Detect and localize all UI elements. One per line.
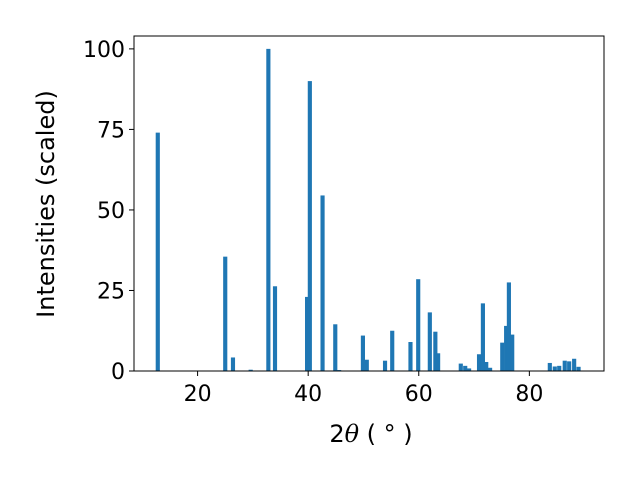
bar-2 (230, 357, 236, 371)
bar-4 (266, 48, 271, 371)
x-tick-label-80: 80 (515, 382, 543, 407)
y-tick-label-25: 25 (97, 279, 125, 304)
x-axis-label-prefix: 2 (329, 420, 344, 448)
bar-33 (557, 365, 562, 371)
bar-12 (364, 359, 369, 371)
bar-28 (504, 325, 509, 371)
bar-15 (408, 342, 413, 371)
bar-26 (488, 367, 493, 371)
bar-0 (155, 132, 160, 371)
bar-23 (476, 354, 482, 371)
y-tick-label-0: 0 (111, 360, 125, 385)
bar-7 (307, 81, 312, 371)
bar-34 (562, 360, 567, 371)
bar-1 (223, 256, 228, 371)
bar-24 (480, 303, 485, 371)
bar-5 (272, 286, 278, 371)
bar-20 (458, 363, 463, 371)
bar-9 (333, 324, 338, 371)
bar-6 (305, 296, 310, 371)
bar-30 (510, 334, 515, 371)
y-tick-label-75: 75 (97, 118, 125, 143)
bar-3 (248, 369, 253, 371)
bar-8 (320, 195, 325, 371)
bar-21 (463, 365, 468, 371)
bar-series (155, 48, 581, 372)
bar-36 (572, 358, 577, 371)
bar-16 (416, 279, 421, 371)
y-axis-label: Intensities (scaled) (32, 90, 60, 318)
x-axis-ticks: 20 40 60 80 (184, 371, 543, 407)
bar-13 (382, 360, 388, 371)
y-axis-ticks: 0 25 50 75 100 (83, 38, 134, 385)
y-tick-label-50: 50 (97, 199, 125, 224)
bar-11 (360, 335, 365, 371)
bar-22 (467, 368, 472, 371)
bar-31 (547, 362, 552, 371)
plot-frame (133, 35, 605, 372)
x-tick-label-20: 20 (184, 382, 212, 407)
bar-17 (427, 312, 432, 372)
bar-18 (433, 331, 438, 371)
bar-37 (576, 366, 581, 371)
x-axis-label-symbol: θ (345, 420, 360, 448)
bar-25 (484, 361, 489, 371)
x-axis-label-unit: ( ° ) (359, 420, 413, 448)
x-tick-label-40: 40 (294, 382, 322, 407)
bar-29 (506, 282, 511, 371)
y-tick-label-100: 100 (83, 38, 125, 63)
bar-35 (567, 361, 572, 371)
bar-14 (390, 330, 395, 371)
bar-27 (500, 342, 505, 371)
x-tick-label-60: 60 (405, 382, 433, 407)
x-axis-label: 2θ ( ° ) (329, 420, 412, 448)
bar-19 (436, 353, 441, 371)
bar-32 (552, 366, 557, 371)
